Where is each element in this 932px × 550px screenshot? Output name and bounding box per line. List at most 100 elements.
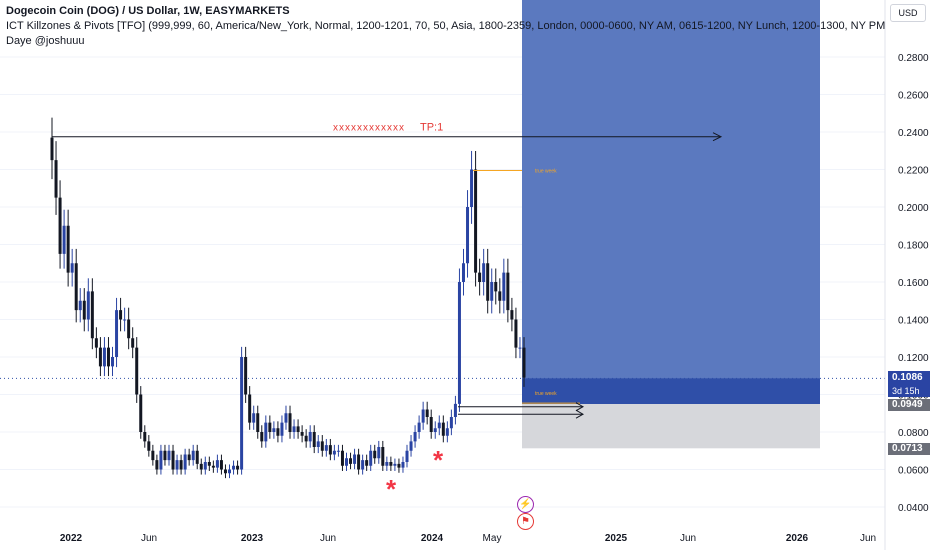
candle-body	[240, 357, 244, 470]
candle-body	[413, 432, 417, 442]
candle-body	[143, 432, 147, 442]
x-tick-label: 2026	[786, 533, 809, 544]
candle-body	[115, 310, 119, 357]
candle-body	[139, 394, 143, 432]
candle-body	[119, 310, 123, 320]
countdown-tag: 3d 15h	[888, 385, 930, 397]
y-tick-label: 0.1200	[898, 353, 929, 364]
y-tick-label: 0.2800	[898, 53, 929, 64]
candle-body	[50, 137, 54, 161]
candle-body	[195, 450, 199, 464]
candle-body	[373, 450, 377, 459]
candle-body	[78, 300, 82, 311]
candle-body	[433, 428, 437, 432]
loss-zone[interactable]	[522, 404, 820, 449]
candle-body	[449, 417, 453, 429]
candle-body	[171, 450, 175, 470]
candle-body	[445, 428, 449, 436]
candle-body	[328, 445, 332, 455]
candle-body	[405, 450, 409, 462]
candle-body	[191, 450, 195, 461]
candle-body	[175, 460, 179, 470]
candle-body	[340, 450, 344, 466]
candle-body	[90, 291, 94, 339]
candle-body	[332, 450, 336, 455]
candle-body	[324, 445, 328, 451]
candle-body	[131, 338, 135, 348]
candle-body	[211, 465, 215, 468]
candle-body	[461, 263, 465, 282]
candle-body	[474, 169, 478, 273]
candle-body	[304, 435, 308, 442]
candle-body	[86, 291, 90, 320]
candle-body	[82, 300, 86, 320]
candle-body	[401, 462, 405, 468]
x-tick-label: 2025	[605, 533, 628, 544]
y-tick-label: 0.2400	[898, 128, 929, 139]
candle-body	[223, 469, 227, 474]
candle-body	[70, 263, 74, 273]
candle-body	[300, 432, 304, 436]
candle-body	[437, 422, 441, 429]
candle-body	[409, 441, 413, 451]
candle-body	[296, 426, 300, 432]
candle-body	[54, 160, 58, 198]
stop-price-tag: 0.0713	[888, 443, 930, 455]
indicator-line[interactable]: ICT Killzones & Pivots [TFO] (999,999, 6…	[6, 20, 886, 32]
candle-body	[276, 428, 280, 436]
lightning-icon[interactable]: ⚡	[517, 496, 534, 513]
candle-body	[256, 413, 260, 432]
candle-body	[58, 197, 62, 254]
candle-body	[123, 319, 127, 321]
candle-body	[179, 460, 183, 470]
candle-body	[389, 462, 393, 466]
entry-price-tag: 0.0949	[888, 399, 930, 411]
candle-body	[66, 225, 70, 273]
y-tick-label: 0.2600	[898, 91, 929, 102]
candle-body	[365, 460, 369, 466]
candle-body	[155, 460, 159, 470]
candle-body	[385, 462, 389, 466]
candle-body	[98, 347, 102, 367]
tp-arrow-head	[712, 132, 723, 142]
candle-body	[127, 319, 131, 339]
candle-body	[106, 347, 110, 367]
y-tick-label: 0.1800	[898, 241, 929, 252]
candle-body	[284, 413, 288, 423]
candle-body	[397, 463, 401, 468]
currency-button[interactable]: USD	[890, 4, 926, 22]
candle-body	[457, 282, 461, 404]
candle-body	[260, 432, 264, 442]
candle-body	[94, 338, 98, 348]
candle-body	[377, 447, 381, 459]
us-flag-icon[interactable]: ⚑	[517, 513, 534, 530]
candle-body	[74, 263, 78, 311]
candle-body	[167, 450, 171, 461]
candle-body	[518, 347, 522, 349]
candles	[50, 117, 526, 479]
candle-body	[361, 460, 365, 470]
candle-body	[369, 450, 373, 466]
candle-body	[199, 463, 203, 470]
candle-body	[219, 460, 223, 470]
pivot-arrow-head	[575, 409, 585, 419]
candle-body	[466, 207, 470, 264]
candle-body	[292, 426, 296, 432]
x-tick-label: Jun	[860, 533, 876, 544]
true-week-label-bottom: true week	[535, 391, 557, 397]
x-axis[interactable]: 2022 Jun 2023 Jun 2024 May 2025 Jun 2026 Jun	[60, 533, 876, 544]
candle-body	[151, 450, 155, 461]
y-tick-label: 0.2000	[898, 203, 929, 214]
candle-body	[312, 432, 316, 447]
x-tick-label: 2023	[241, 533, 264, 544]
candle-body	[393, 463, 397, 466]
y-tick-label: 0.1400	[898, 316, 929, 327]
candle-body	[320, 441, 324, 451]
profit-zone[interactable]	[522, 0, 820, 405]
author-line: Daye @joshuuu	[6, 35, 85, 47]
y-tick-label: 0.2200	[898, 166, 929, 177]
profit-zone-dark	[522, 378, 820, 405]
x-tick-label: 2024	[421, 533, 444, 544]
candle-body	[478, 272, 482, 282]
